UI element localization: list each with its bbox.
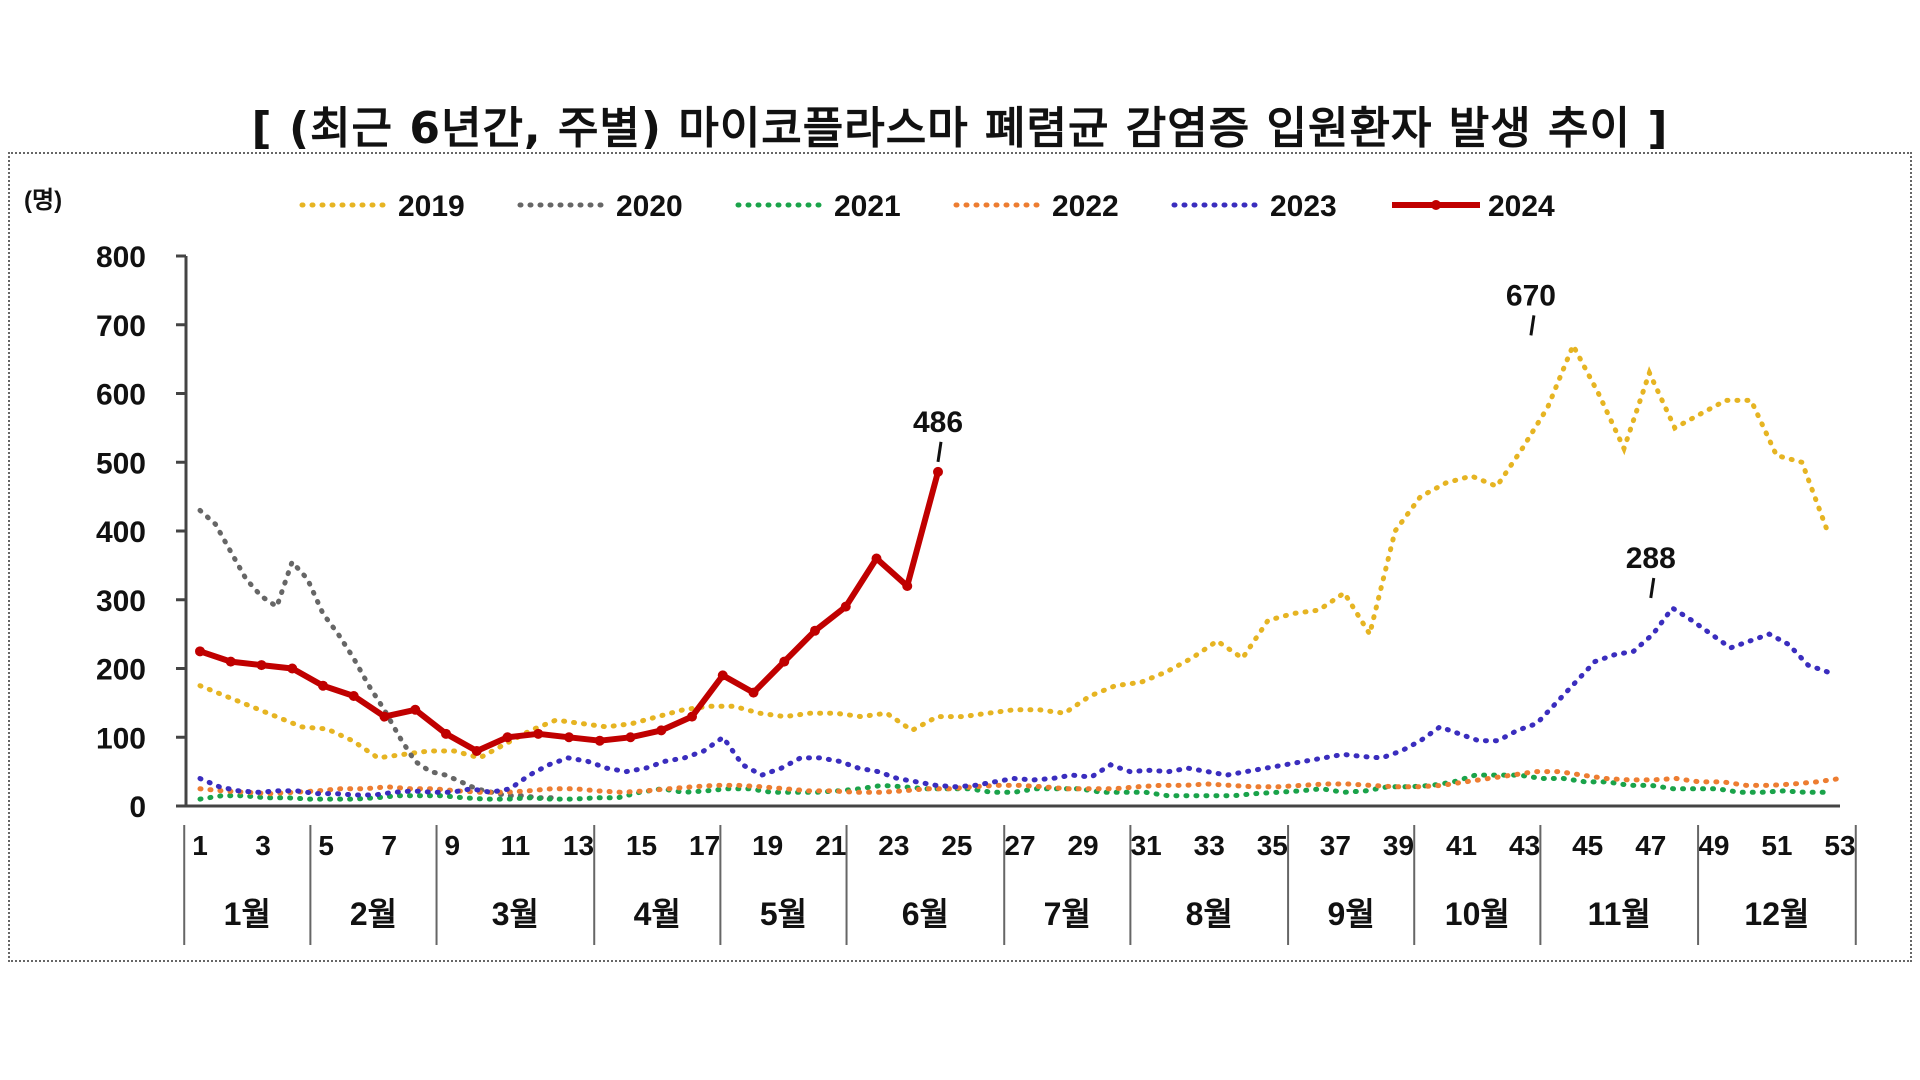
x-tick-label: 51 <box>1761 830 1792 861</box>
series-point-2024 <box>471 746 482 756</box>
y-tick-label: 800 <box>96 241 146 274</box>
y-tick-label: 700 <box>96 310 146 343</box>
month-label: 6월 <box>902 896 949 932</box>
series-point-2024 <box>502 732 513 743</box>
series-point-2024 <box>625 732 636 743</box>
series-line-2024 <box>199 471 941 754</box>
series-line-2021 <box>197 772 1830 802</box>
month-label: 9월 <box>1328 896 1375 932</box>
annotation-pointer <box>1529 315 1536 336</box>
x-tick-label: 29 <box>1067 830 1098 861</box>
month-label: 4월 <box>634 896 681 932</box>
legend-label-2024: 2024 <box>1488 190 1555 223</box>
x-tick-label: 27 <box>1004 830 1035 861</box>
x-tick-label: 43 <box>1509 830 1540 861</box>
legend-label-2020: 2020 <box>616 190 683 223</box>
x-tick-label: 47 <box>1635 830 1666 861</box>
series-point-2024 <box>533 728 544 739</box>
series-point-2024 <box>225 656 236 667</box>
chart-frame <box>8 152 1912 962</box>
y-tick-label: 200 <box>96 654 146 687</box>
series-line-2022 <box>197 769 1843 797</box>
series-point-2024 <box>348 691 359 701</box>
x-tick-label: 37 <box>1320 830 1351 861</box>
legend-label-2023: 2023 <box>1270 190 1337 223</box>
x-tick-label: 33 <box>1194 830 1225 861</box>
x-tick-label: 39 <box>1383 830 1414 861</box>
annotation-label: 486 <box>913 406 963 439</box>
series-point-2024 <box>195 646 205 657</box>
y-tick-label: 400 <box>96 516 146 549</box>
legend-label-2022: 2022 <box>1052 190 1119 223</box>
x-tick-label: 9 <box>445 830 461 861</box>
annotation-label: 670 <box>1506 279 1556 312</box>
x-tick-label: 15 <box>626 830 657 861</box>
x-tick-label: 41 <box>1446 830 1477 861</box>
month-label: 8월 <box>1186 896 1233 932</box>
x-tick-label: 3 <box>255 830 271 861</box>
series-point-2024 <box>902 581 913 591</box>
x-tick-label: 13 <box>563 830 594 861</box>
series-point-2024 <box>410 704 421 715</box>
x-tick-label: 31 <box>1131 830 1162 861</box>
series-point-2024 <box>594 735 605 746</box>
month-label: 7월 <box>1044 896 1091 932</box>
series-point-2024 <box>379 711 390 722</box>
x-tick-label: 7 <box>381 830 397 861</box>
series-line-2023 <box>197 604 1830 798</box>
y-tick-label: 300 <box>96 585 146 618</box>
series-point-2024 <box>287 663 298 674</box>
x-tick-label: 53 <box>1824 830 1855 861</box>
month-label: 3월 <box>492 896 539 932</box>
y-axis-label: (명) <box>24 187 62 214</box>
x-tick-label: 35 <box>1257 830 1288 861</box>
chart-title: [ (최근 6년간, 주별) 마이코플라스마 폐렴균 감염증 입원환자 발생 추… <box>251 103 1669 154</box>
legend-label-2019: 2019 <box>398 190 465 223</box>
y-tick-label: 500 <box>96 447 146 480</box>
month-label: 10월 <box>1445 896 1510 932</box>
annotation-label: 288 <box>1626 542 1676 575</box>
x-tick-label: 17 <box>689 830 720 861</box>
series-point-2024 <box>933 466 943 477</box>
month-label: 12월 <box>1744 896 1809 932</box>
legend-swatch-marker <box>1431 200 1441 210</box>
series-point-2024 <box>840 601 851 612</box>
x-tick-label: 5 <box>318 830 334 861</box>
series-line-2020 <box>197 507 556 801</box>
series-point-2024 <box>318 680 328 691</box>
x-tick-label: 49 <box>1698 830 1729 861</box>
month-label: 1월 <box>224 896 271 932</box>
x-tick-label: 19 <box>752 830 783 861</box>
series-point-2024 <box>687 711 697 722</box>
annotation-pointer <box>936 441 943 463</box>
y-tick-label: 100 <box>96 722 146 755</box>
series-point-2024 <box>441 728 451 739</box>
series-point-2024 <box>748 687 759 698</box>
x-tick-label: 21 <box>815 830 846 861</box>
month-label: 2월 <box>350 896 397 932</box>
annotation-pointer <box>1649 577 1656 599</box>
x-tick-label: 11 <box>501 830 531 861</box>
month-label: 11월 <box>1588 896 1651 932</box>
series-point-2024 <box>779 656 790 667</box>
y-tick-label: 600 <box>96 379 146 412</box>
series-point-2024 <box>564 732 574 743</box>
series-point-2024 <box>871 553 882 564</box>
series-point-2024 <box>256 660 267 671</box>
x-tick-label: 23 <box>878 830 909 861</box>
series-point-2024 <box>717 670 728 681</box>
x-tick-label: 45 <box>1572 830 1603 861</box>
y-tick-label: 0 <box>129 791 146 824</box>
series-point-2024 <box>656 725 667 736</box>
x-tick-label: 1 <box>192 830 208 861</box>
legend-label-2021: 2021 <box>834 190 901 223</box>
series-line-2019 <box>197 339 1830 761</box>
series-point-2024 <box>810 625 820 636</box>
x-tick-label: 25 <box>941 830 972 861</box>
month-label: 5월 <box>760 896 807 932</box>
